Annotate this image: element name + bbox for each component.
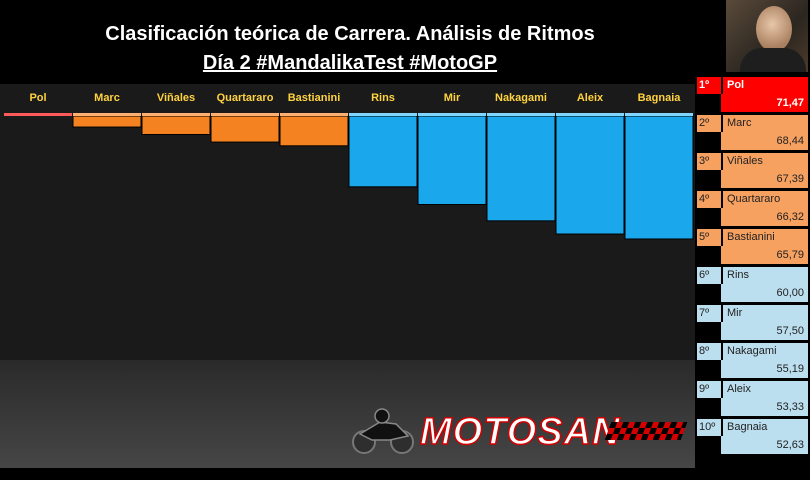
- ranking-row: 3º Viñales 67,39: [695, 152, 810, 190]
- bar-cap-nakagami: [487, 113, 555, 116]
- ranking-row: 8º Nakagami 55,19: [695, 342, 810, 380]
- ranking-spacer: [697, 94, 721, 112]
- bar-label-bastianini: Bastianini: [287, 92, 341, 104]
- bar-cap-rins: [349, 113, 417, 116]
- ranking-rider-name: Mir: [723, 305, 808, 322]
- ranking-spacer: [697, 436, 721, 454]
- ranking-rider-name: Pol: [723, 77, 808, 94]
- bar-cap-bastianini: [280, 113, 348, 116]
- bar-chart: [4, 113, 694, 240]
- ranking-rider-name: Viñales: [723, 153, 808, 170]
- ranking-row: 9º Aleix 53,33: [695, 380, 810, 418]
- ranking-value: 65,79: [697, 246, 808, 264]
- bar-label-pol: Pol: [29, 92, 47, 104]
- ranking-value: 60,00: [697, 284, 808, 302]
- ranking-position: 10º: [697, 419, 721, 436]
- rider-photo: [726, 0, 808, 72]
- bar-cap-mir: [418, 113, 486, 116]
- bar-quartararo: [210, 115, 280, 143]
- ranking-spacer: [697, 170, 721, 188]
- bar-label-viñales: Viñales: [156, 92, 196, 104]
- ranking-rider-name: Bastianini: [723, 229, 808, 246]
- plot-floor: [0, 360, 695, 468]
- chart-title: Clasificación teórica de Carrera. Anális…: [105, 23, 595, 45]
- ranking-spacer: [697, 398, 721, 416]
- bar-cap-bagnaia: [625, 113, 693, 116]
- ranking-position: 8º: [697, 343, 721, 360]
- ranking-spacer: [697, 208, 721, 226]
- checkered-flag-icon: [604, 422, 688, 440]
- ranking-row: 1º Pol 71,47: [695, 76, 810, 114]
- ranking-row: 6º Rins 60,00: [695, 266, 810, 304]
- bar-label-marc: Marc: [94, 92, 120, 104]
- bar-viñales: [141, 115, 211, 135]
- ranking-value: 66,32: [697, 208, 808, 226]
- bar-cap-viñales: [142, 113, 210, 116]
- ranking-position: 9º: [697, 381, 721, 398]
- ranking-row: 5º Bastianini 65,79: [695, 228, 810, 266]
- ranking-value: 57,50: [697, 322, 808, 340]
- ranking-row: 7º Mir 57,50: [695, 304, 810, 342]
- ranking-value: 53,33: [697, 398, 808, 416]
- logo-wordmark: MOTOSAN: [419, 410, 621, 454]
- ranking-spacer: [697, 322, 721, 340]
- ranking-rider-name: Bagnaia: [723, 419, 808, 436]
- ranking-position: 5º: [697, 229, 721, 246]
- ranking-position: 1º: [697, 77, 721, 94]
- ranking-spacer: [697, 246, 721, 264]
- ranking-value: 67,39: [697, 170, 808, 188]
- bar-bastianini: [279, 115, 349, 147]
- bar-mir: [417, 115, 487, 205]
- bar-label-aleix: Aleix: [576, 92, 604, 104]
- ranking-value: 52,63: [697, 436, 808, 454]
- motosan-logo: MOTOSAN: [350, 402, 690, 462]
- bar-cap-marc: [73, 113, 141, 116]
- rider-shirt: [740, 48, 806, 72]
- bar-label-bagnaia: Bagnaia: [637, 92, 681, 104]
- rider-face: [756, 6, 792, 52]
- ranking-rider-name: Marc: [723, 115, 808, 132]
- ranking-row: 4º Quartararo 66,32: [695, 190, 810, 228]
- bar-label-rins: Rins: [371, 92, 395, 104]
- ranking-value: 71,47: [697, 94, 808, 112]
- bar-nakagami: [486, 115, 556, 222]
- ranking-value: 68,44: [697, 132, 808, 150]
- ranking-spacer: [697, 360, 721, 378]
- ranking-rider-name: Quartararo: [723, 191, 808, 208]
- ranking-row: 2º Marc 68,44: [695, 114, 810, 152]
- chart-subtitle: Día 2 #MandalikaTest #MotoGP: [202, 52, 498, 74]
- ranking-position: 4º: [697, 191, 721, 208]
- ranking-spacer: [697, 284, 721, 302]
- ranking-position: 3º: [697, 153, 721, 170]
- bar-cap-pol: [4, 113, 72, 116]
- bar-label-nakagami: Nakagami: [495, 92, 547, 104]
- bar-bagnaia: [624, 115, 694, 240]
- ranking-rider-name: Nakagami: [723, 343, 808, 360]
- motorbike-icon: [352, 408, 414, 454]
- ranking-position: 6º: [697, 267, 721, 284]
- ranking-row: 10º Bagnaia 52,63: [695, 418, 810, 456]
- ranking-value: 55,19: [697, 360, 808, 378]
- bar-rins: [348, 115, 418, 188]
- ranking-position: 2º: [697, 115, 721, 132]
- bar-marc: [72, 115, 142, 128]
- bar-cap-aleix: [556, 113, 624, 116]
- bar-label-quartararo: Quartararo: [216, 92, 274, 104]
- bar-aleix: [555, 115, 625, 235]
- ranking-rider-name: Rins: [723, 267, 808, 284]
- ranking-rider-name: Aleix: [723, 381, 808, 398]
- bar-cap-quartararo: [211, 113, 279, 116]
- bar-label-mir: Mir: [443, 92, 461, 104]
- ranking-position: 7º: [697, 305, 721, 322]
- ranking-spacer: [697, 132, 721, 150]
